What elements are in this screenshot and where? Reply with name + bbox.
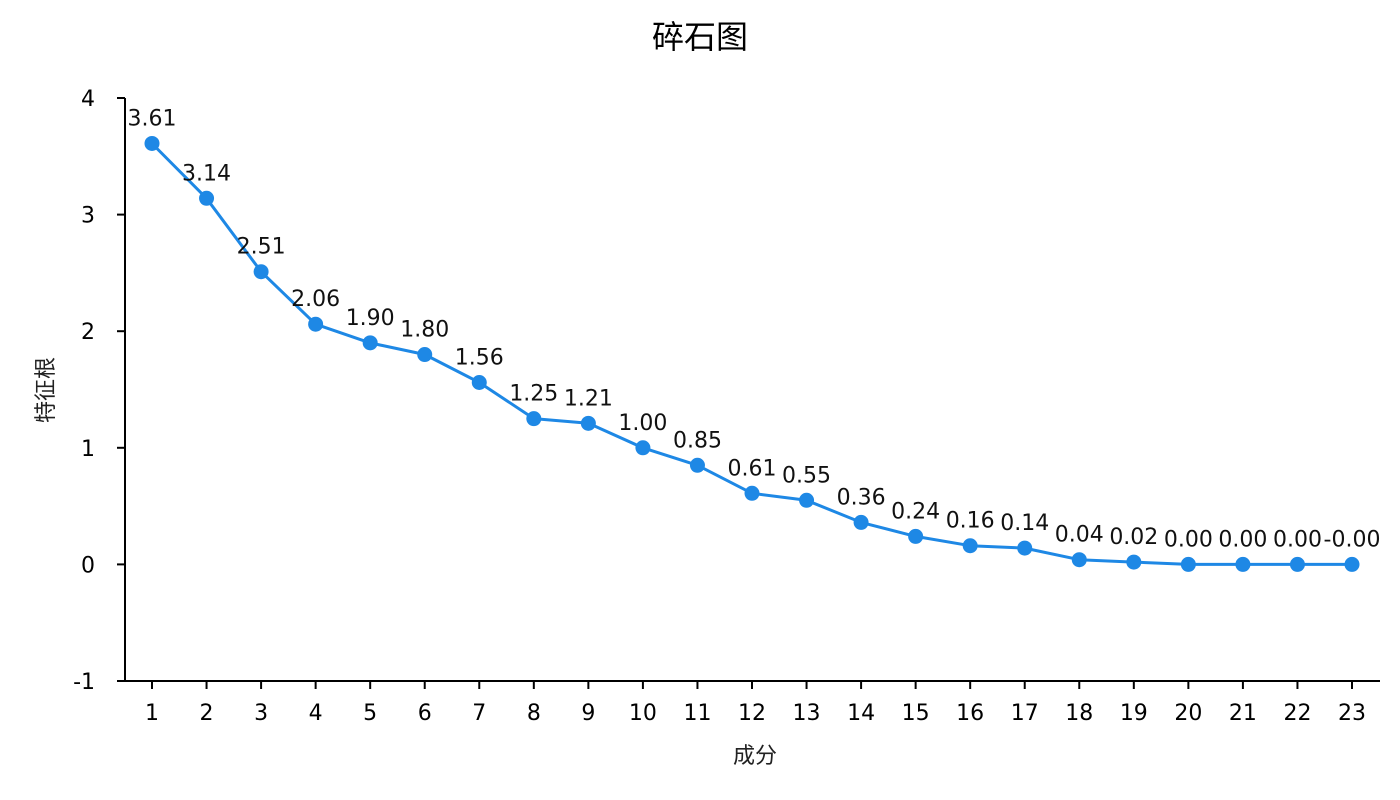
x-tick-label: 14 <box>847 701 875 726</box>
series-line <box>150 142 1352 566</box>
x-tick-label: 12 <box>738 701 766 726</box>
data-label: 2.51 <box>237 235 286 260</box>
data-point <box>744 485 760 501</box>
data-label: 0.36 <box>837 485 886 510</box>
data-point <box>1017 540 1033 556</box>
data-label: 0.85 <box>673 428 722 453</box>
x-tick-label: 7 <box>472 701 486 726</box>
data-label: 3.14 <box>182 161 231 186</box>
data-point <box>253 264 269 280</box>
data-label: 0.02 <box>1109 525 1158 550</box>
x-tick-label: 10 <box>629 701 657 726</box>
data-point <box>580 415 596 431</box>
data-label: 2.06 <box>291 287 340 312</box>
data-point <box>144 135 160 151</box>
data-point <box>635 440 651 456</box>
x-tick-label: 3 <box>254 701 268 726</box>
data-label: -0.00 <box>1324 527 1381 552</box>
x-axis-title: 成分 <box>733 744 777 769</box>
x-tick-label: 18 <box>1065 701 1093 726</box>
y-axis-title: 特征根 <box>34 357 59 423</box>
x-tick-label: 2 <box>200 701 214 726</box>
data-label: 0.14 <box>1000 511 1049 536</box>
data-point <box>1126 554 1142 570</box>
data-label: 0.24 <box>891 499 940 524</box>
x-tick-label: 19 <box>1120 701 1148 726</box>
data-label: 0.04 <box>1055 523 1104 548</box>
x-tick-label: 8 <box>527 701 541 726</box>
y-tick-label: 2 <box>81 320 95 345</box>
data-point <box>908 528 924 544</box>
x-tick-label: 6 <box>418 701 432 726</box>
x-tick-label: 17 <box>1011 701 1039 726</box>
data-label: 1.21 <box>564 386 613 411</box>
data-label: 0.55 <box>782 463 831 488</box>
y-tick-label: 4 <box>81 87 95 112</box>
data-label: 1.90 <box>346 306 395 331</box>
data-label: 0.61 <box>728 456 777 481</box>
data-label: 1.25 <box>509 382 558 407</box>
data-label: 1.80 <box>400 318 449 343</box>
data-point <box>199 190 215 206</box>
data-point <box>962 538 978 554</box>
data-point <box>308 316 324 332</box>
data-label: 1.00 <box>618 411 667 436</box>
y-tick-label: -1 <box>73 670 95 695</box>
data-point <box>853 514 869 530</box>
x-tick-label: 22 <box>1283 701 1311 726</box>
chart-title: 碎石图 <box>652 18 748 56</box>
data-label: 0.00 <box>1273 527 1322 552</box>
data-point <box>471 375 487 391</box>
x-tick-label: 16 <box>956 701 984 726</box>
x-axis-ticks: 1 2 3 4 5 6 7 8 9 10 11 12 13 14 15 16 17 18 19 20 21 22 23 <box>145 681 1366 726</box>
y-tick-label: 0 <box>81 553 95 578</box>
data-label: 1.56 <box>455 346 504 371</box>
data-point <box>1071 552 1087 568</box>
data-point <box>689 457 705 473</box>
x-tick-label: 11 <box>683 701 711 726</box>
x-tick-label: 15 <box>902 701 930 726</box>
x-tick-label: 5 <box>363 701 377 726</box>
data-label: 0.00 <box>1218 527 1267 552</box>
data-point <box>1235 556 1251 572</box>
data-point <box>417 347 433 363</box>
y-tick-label: 1 <box>81 437 95 462</box>
x-tick-label: 21 <box>1229 701 1257 726</box>
data-point <box>362 335 378 351</box>
data-point <box>1289 556 1305 572</box>
x-tick-label: 13 <box>793 701 821 726</box>
data-label: 3.61 <box>128 106 177 131</box>
y-axis-ticks: -1 0 1 2 3 4 <box>73 87 125 695</box>
data-label: 0.00 <box>1164 527 1213 552</box>
x-tick-label: 4 <box>309 701 323 726</box>
x-tick-label: 9 <box>581 701 595 726</box>
data-point <box>526 411 542 427</box>
x-tick-label: 1 <box>145 701 159 726</box>
data-point <box>1344 556 1360 572</box>
series-eigenvalues: 3.61 3.14 2.51 2.061.90 1.801.561.25 1.211.00… <box>128 106 1381 572</box>
data-point <box>1180 556 1196 572</box>
x-tick-label: 20 <box>1174 701 1202 726</box>
data-point <box>799 492 815 508</box>
x-tick-label: 23 <box>1338 701 1366 726</box>
data-label: 0.16 <box>946 509 995 534</box>
y-tick-label: 3 <box>81 204 95 229</box>
